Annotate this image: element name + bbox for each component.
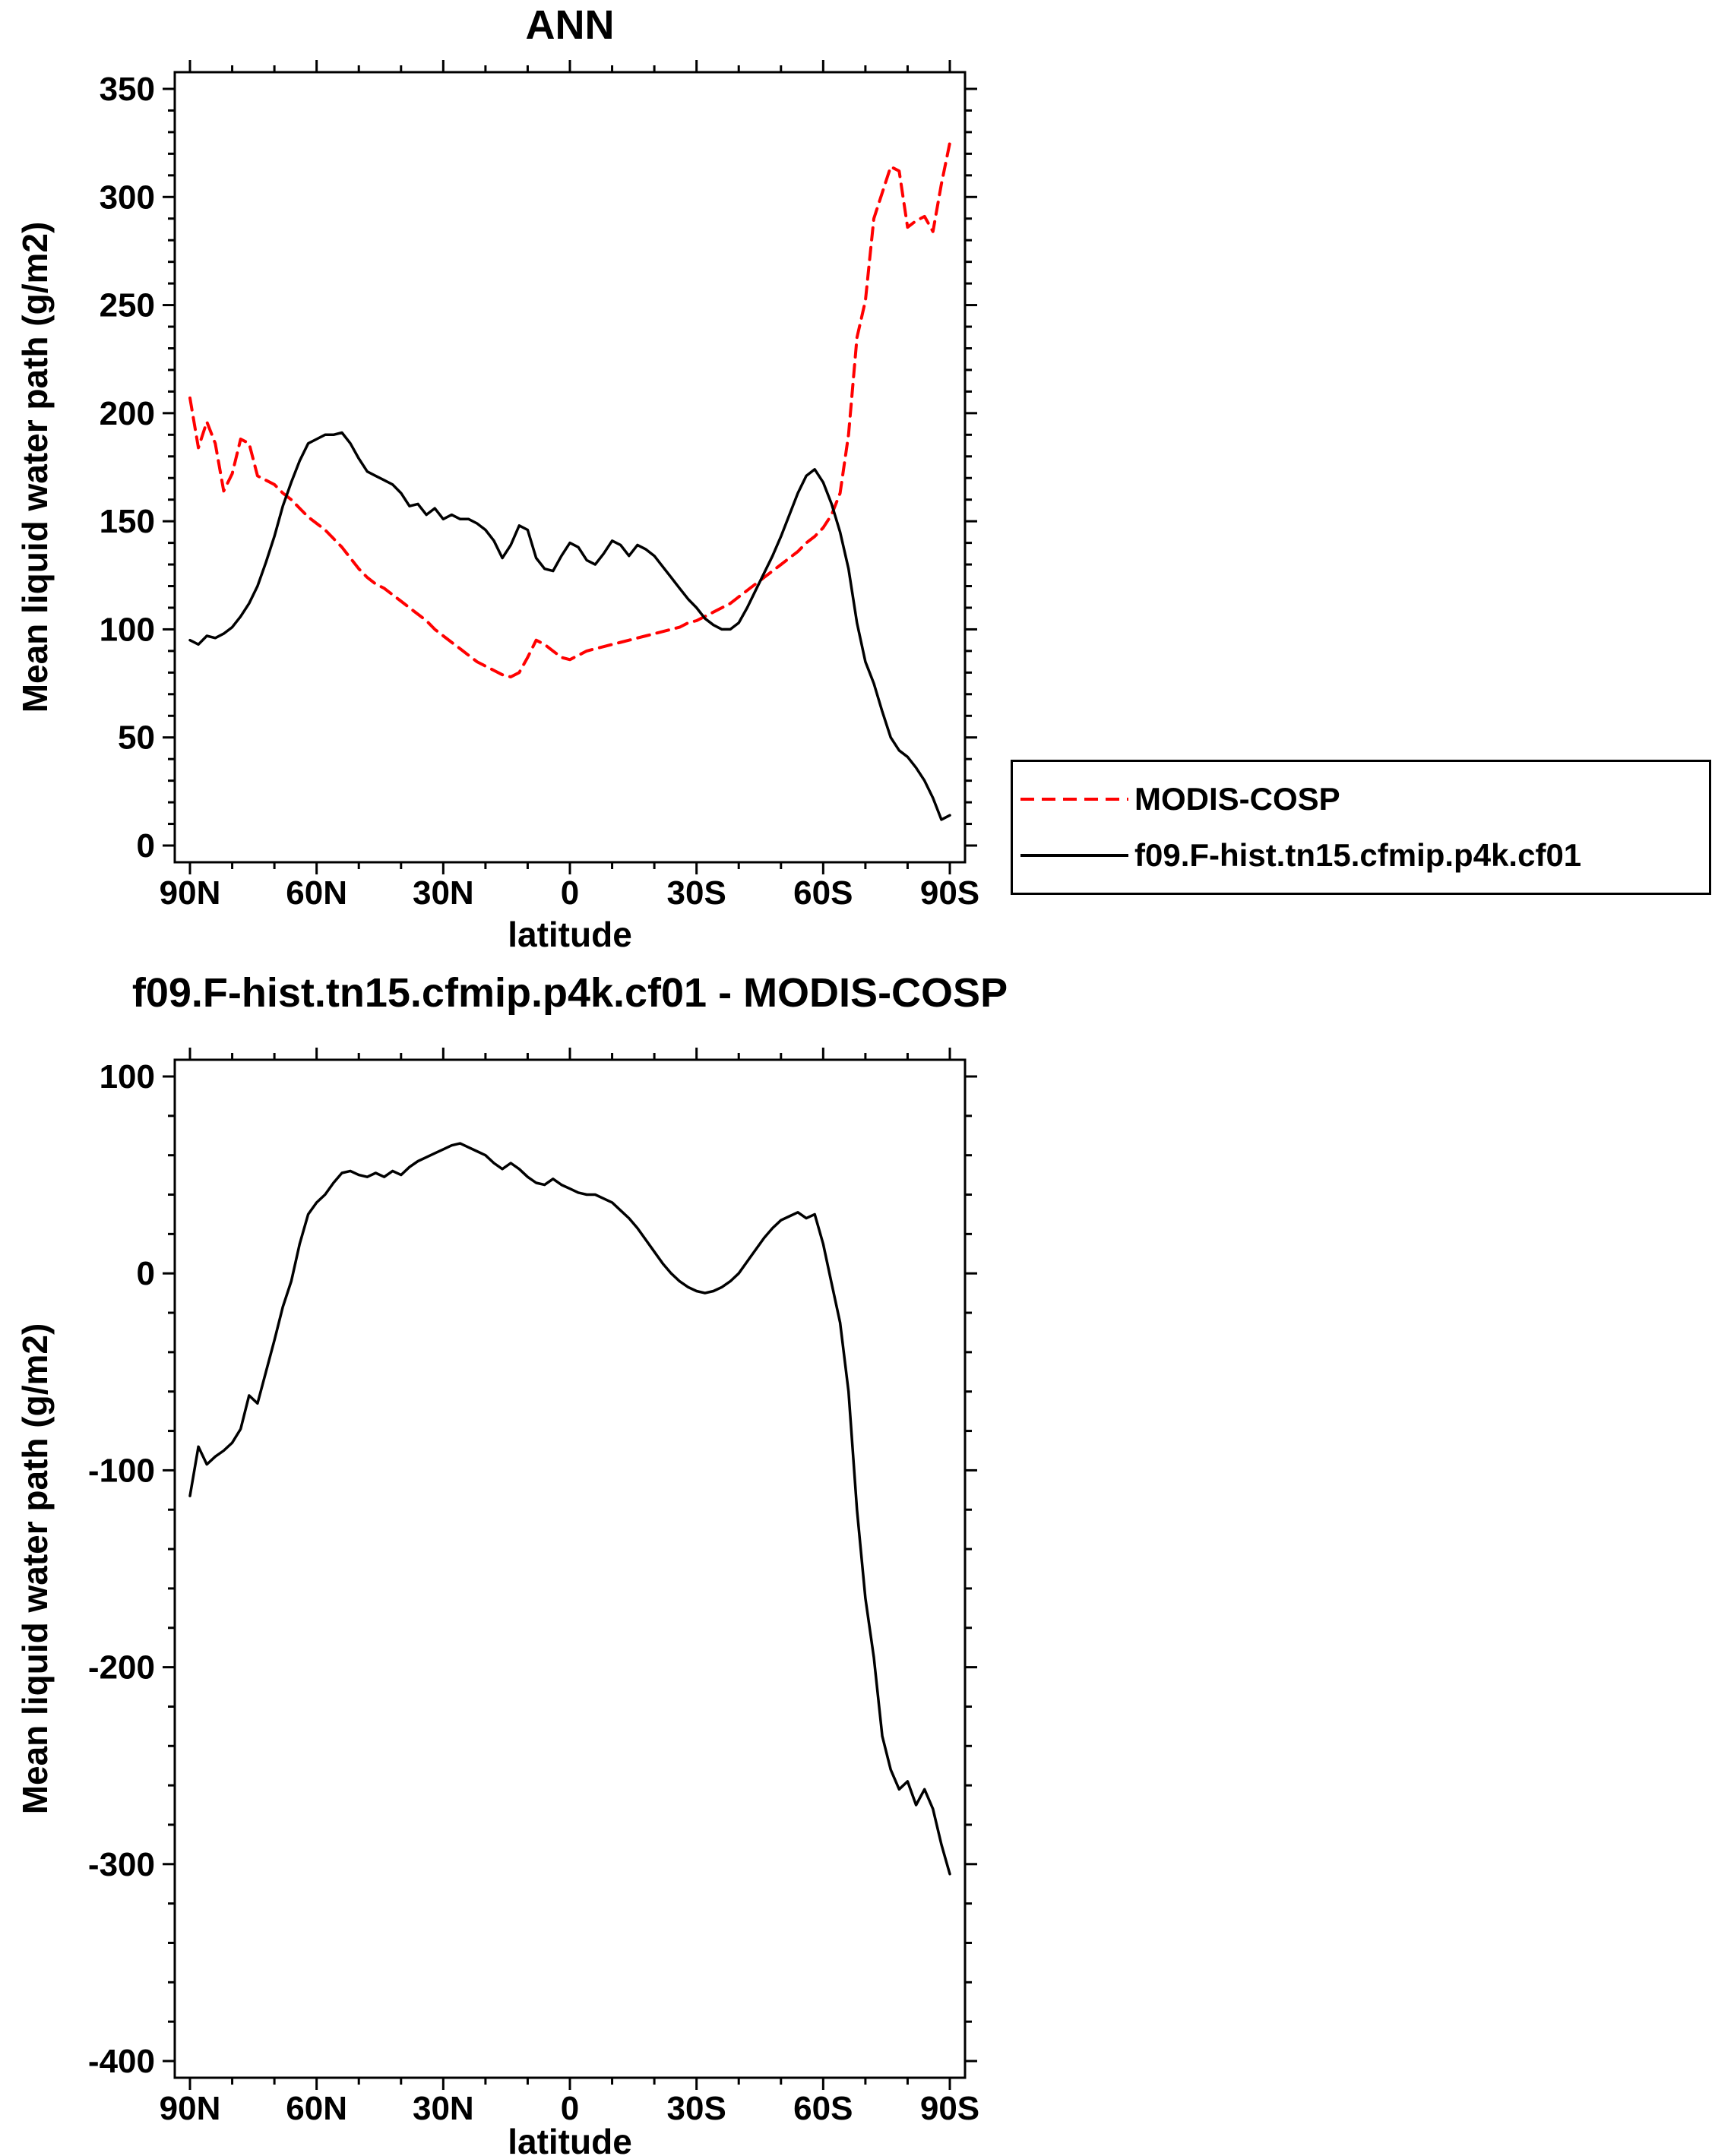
x-tick-label: 90S [920,874,979,912]
legend-label-modis-cosp: MODIS-COSP [1134,781,1340,817]
y-tick-label: 250 [100,287,155,324]
top-chart-title: ANN [525,2,615,48]
y-tick-label: 300 [100,179,155,216]
y-tick-label: 100 [100,611,155,648]
top-y-axis-label: Mean liquid water path (g/m2) [15,221,55,713]
y-tick-label: 350 [100,71,155,108]
y-tick-label: -100 [88,1452,155,1489]
x-tick-label: 30N [413,2090,474,2127]
top-chart-plot: 90N 60N 30N 0 30S 60S 90S 0 50 100 150 200 250 300 350 [100,60,979,912]
x-tick-label: 0 [561,874,579,912]
x-tick-label: 60N [286,874,347,912]
x-tick-label: 0 [561,2090,579,2127]
plot-frame [173,71,967,864]
legend-line-modis-cosp-icon [1020,798,1128,801]
legend: MODIS-COSP f09.F-hist.tn15.cfmip.p4k.cf0… [1011,760,1711,895]
bottom-chart-title: f09.F-hist.tn15.cfmip.p4k.cf01 - MODIS-C… [131,970,1008,1016]
series-line-f09-f-hist-tn15-cfmip-p4k-cf01-modis-cosp [188,1142,951,1876]
y-tick-label: 150 [100,503,155,540]
top-x-axis-label: latitude [508,915,632,954]
x-tick-label: 60S [793,874,853,912]
x-tick-label: 30N [413,874,474,912]
bottom-chart-plot: 90N 60N 30N 0 30S 60S 90S -400 -300 -200 -100 0 100 [88,1048,979,2127]
legend-entry-model: f09.F-hist.tn15.cfmip.p4k.cf01 [1013,837,1709,874]
y-tick-label: 50 [118,719,155,757]
x-tick-label: 90N [160,874,221,912]
series-line-f09-f-hist-tn15-cfmip-p4k-cf01 [188,431,951,821]
x-tick-label: 60N [286,2090,347,2127]
y-tick-label: 100 [100,1058,155,1095]
y-tick-label: -400 [88,2043,155,2080]
y-tick-label: 200 [100,395,155,432]
legend-entry-modis-cosp: MODIS-COSP [1013,781,1709,817]
plot-frame [173,1058,967,2079]
x-tick-label: 90S [920,2090,979,2127]
x-tick-label: 60S [793,2090,853,2127]
y-tick-label: -200 [88,1649,155,1687]
series-line-modis-cosp [188,141,951,678]
legend-line-model-icon [1020,853,1128,857]
x-tick-label: 30S [667,874,726,912]
y-tick-label: 0 [137,827,155,865]
bottom-y-axis-label: Mean liquid water path (g/m2) [15,1323,55,1815]
legend-label-model: f09.F-hist.tn15.cfmip.p4k.cf01 [1134,836,1582,873]
y-tick-label: -300 [88,1846,155,1883]
bottom-x-axis-label: latitude [508,2122,632,2156]
x-tick-label: 30S [667,2090,726,2127]
x-tick-label: 90N [160,2090,221,2127]
y-tick-label: 0 [137,1255,155,1292]
